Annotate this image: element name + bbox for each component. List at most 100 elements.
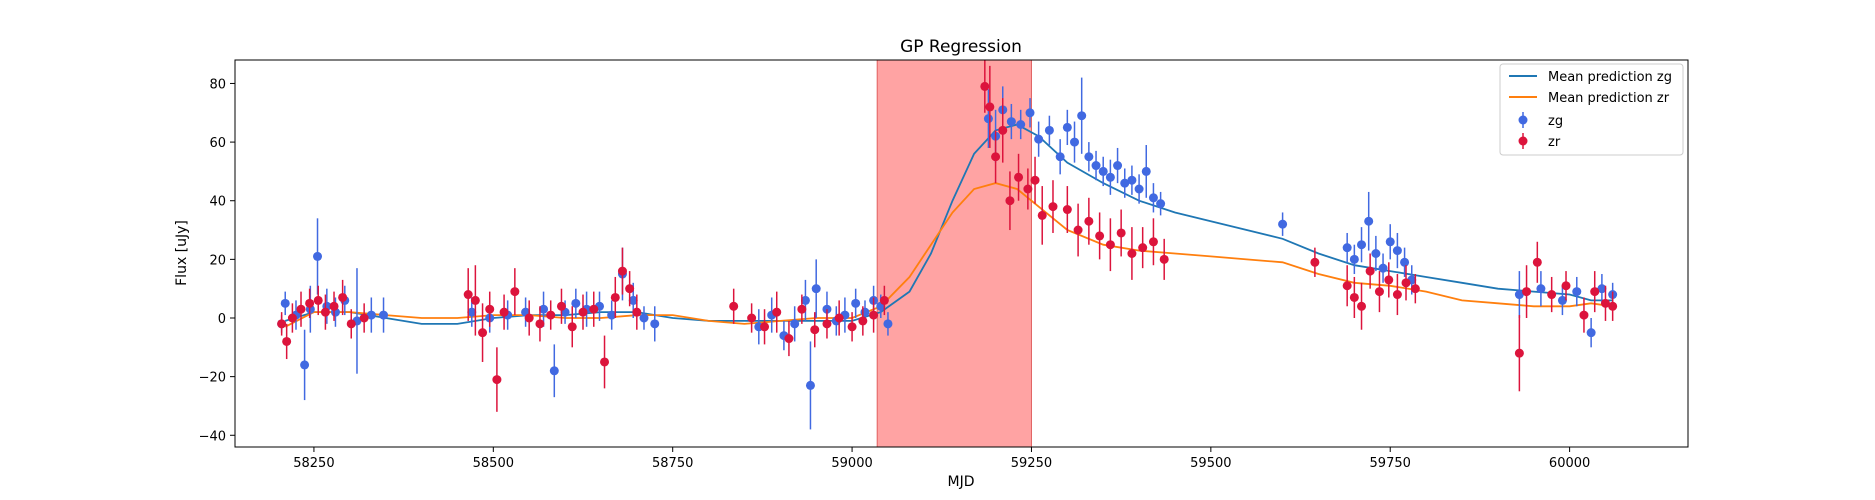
point-marker — [379, 310, 389, 320]
data-point-zr — [1608, 291, 1618, 321]
data-point-zg — [300, 329, 310, 401]
data-point-zr — [1579, 297, 1589, 333]
point-marker — [366, 310, 376, 320]
data-point-zr — [991, 130, 1001, 184]
data-point-zg — [1148, 183, 1158, 213]
point-marker — [1105, 240, 1115, 250]
legend-label-zr: zr — [1548, 135, 1561, 150]
point-marker — [1597, 284, 1607, 294]
point-marker — [1055, 152, 1065, 162]
x-tick-label: 60000 — [1549, 456, 1590, 471]
y-tick-label: 40 — [209, 195, 226, 210]
data-point-zr — [1005, 171, 1015, 231]
point-marker — [1600, 298, 1610, 308]
point-marker — [1156, 199, 1166, 209]
data-point-zr — [478, 303, 488, 362]
point-marker — [810, 325, 820, 335]
point-marker — [492, 375, 502, 385]
point-marker — [1590, 287, 1600, 297]
point-marker — [313, 295, 323, 305]
data-point-zr — [524, 300, 534, 336]
point-marker — [998, 125, 1008, 135]
data-point-zr — [470, 265, 480, 336]
data-point-zg — [1113, 147, 1123, 184]
data-point-zg — [539, 291, 549, 327]
point-marker — [359, 313, 369, 323]
point-marker — [858, 316, 868, 326]
data-point-zr — [1073, 203, 1083, 257]
data-point-zr — [1342, 265, 1352, 307]
x-tick-label: 59000 — [831, 456, 872, 471]
point-marker — [524, 313, 534, 323]
point-marker — [1116, 228, 1126, 238]
data-point-zr — [810, 312, 820, 348]
data-point-zr — [1030, 156, 1040, 204]
legend-label-zg: zg — [1548, 114, 1563, 129]
point-marker — [1084, 216, 1094, 226]
data-point-zg — [280, 291, 290, 316]
data-point-zr — [1547, 276, 1557, 313]
point-marker — [1557, 295, 1567, 305]
point-marker — [478, 328, 488, 338]
data-point-zr — [305, 288, 315, 318]
data-point-zg — [1400, 247, 1410, 277]
point-marker — [639, 313, 649, 323]
data-point-zg — [1134, 174, 1144, 204]
point-marker — [1385, 237, 1395, 247]
point-marker — [1098, 166, 1108, 176]
data-point-zr — [329, 291, 339, 321]
point-marker — [784, 334, 794, 344]
y-tick-label: −20 — [199, 371, 226, 386]
data-point-zg — [607, 300, 617, 330]
data-point-zr — [1349, 276, 1359, 318]
point-marker — [571, 298, 581, 308]
data-point-zg — [1392, 232, 1402, 269]
point-marker — [1091, 161, 1101, 171]
data-point-zr — [1410, 274, 1420, 304]
data-point-zr — [1148, 218, 1158, 266]
point-marker — [485, 304, 495, 314]
x-tick-label: 58750 — [652, 456, 693, 471]
point-marker — [1062, 205, 1072, 215]
point-marker — [607, 310, 617, 320]
point-marker — [1148, 193, 1158, 203]
point-marker — [1023, 184, 1033, 194]
data-point-zr — [296, 291, 306, 327]
data-point-zr — [1014, 153, 1024, 201]
data-point-zg — [1378, 253, 1388, 283]
point-marker — [879, 295, 889, 305]
point-marker — [1159, 254, 1169, 264]
point-marker — [1025, 108, 1035, 118]
point-marker — [980, 81, 990, 91]
data-point-zr — [632, 294, 642, 330]
data-point-zr — [998, 98, 1008, 163]
point-marker — [277, 319, 287, 329]
point-marker — [1148, 237, 1158, 247]
point-marker — [1579, 310, 1589, 320]
y-tick-label: 80 — [209, 77, 226, 92]
x-tick-label: 58500 — [473, 456, 514, 471]
data-point-zr — [747, 303, 757, 333]
data-point-zr — [1532, 241, 1542, 283]
data-point-zr — [485, 291, 495, 327]
point-marker — [329, 301, 339, 311]
point-marker — [282, 336, 292, 346]
data-point-zr — [729, 288, 739, 324]
point-marker — [760, 322, 770, 332]
data-point-zr — [869, 297, 879, 333]
point-marker — [1371, 249, 1381, 258]
data-point-zr — [858, 306, 868, 336]
data-point-zr — [1138, 227, 1148, 269]
y-axis-ticks: −40 −20 0 20 40 60 80 — [199, 77, 235, 444]
point-marker — [1586, 328, 1596, 338]
data-point-zr — [1561, 271, 1571, 301]
data-point-zr — [1522, 265, 1532, 318]
data-point-zr — [535, 306, 545, 342]
data-point-zr — [985, 65, 995, 148]
data-point-zr — [1127, 227, 1137, 280]
data-point-zr — [1023, 168, 1033, 210]
data-point-zr — [1514, 315, 1524, 392]
point-marker — [1349, 254, 1359, 264]
point-marker — [1392, 290, 1402, 300]
data-point-zr — [617, 247, 627, 295]
